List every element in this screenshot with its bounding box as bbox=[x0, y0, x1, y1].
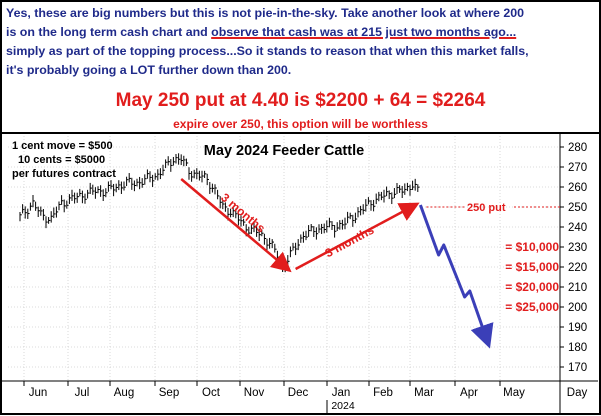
y-tick-label: 170 bbox=[568, 362, 587, 374]
time-span-arrow bbox=[180, 178, 292, 273]
x-tick-label: Jul bbox=[75, 387, 90, 399]
expiry-note: expire over 250, this option will be wor… bbox=[173, 117, 428, 131]
y-tick-label: 270 bbox=[568, 162, 587, 174]
time-span-label: 3 months bbox=[218, 190, 268, 235]
contract-value-note: 10 cents = $5000 bbox=[18, 154, 105, 166]
payoff-label: = $20,000 bbox=[505, 280, 559, 294]
y-tick-label: 260 bbox=[568, 182, 587, 194]
payoff-label: = $15,000 bbox=[505, 260, 559, 274]
commentary-line-2: is on the long term cash chart and obser… bbox=[6, 25, 516, 39]
x-tick-label: May bbox=[503, 387, 525, 399]
x-tick-label: Jun bbox=[29, 387, 48, 399]
header-border bbox=[0, 0, 601, 134]
x-tick-label: Jan bbox=[332, 387, 351, 399]
chart-title: May 2024 Feeder Cattle bbox=[204, 143, 364, 159]
contract-value-note: 1 cent move = $500 bbox=[12, 140, 113, 152]
y-tick-label: 280 bbox=[568, 142, 587, 154]
x-tick-label: Nov bbox=[244, 387, 265, 399]
time-span-label: 3 months bbox=[323, 223, 377, 261]
x-tick-label: Apr bbox=[460, 387, 478, 399]
x-tick-label: Oct bbox=[202, 387, 221, 399]
y-tick-label: 240 bbox=[568, 222, 587, 234]
x-tick-label: Feb bbox=[373, 387, 393, 399]
x-tick-label: Dec bbox=[288, 387, 309, 399]
payoff-label: = $10,000 bbox=[505, 240, 559, 254]
y-tick-label: 220 bbox=[568, 262, 587, 274]
time-span-arrow bbox=[295, 202, 420, 271]
commentary-line-2-underlined: observe that cash was at 215 just two mo… bbox=[211, 25, 517, 39]
y-tick-label: 250 bbox=[568, 202, 587, 214]
x-tick-label: Mar bbox=[414, 387, 434, 399]
commentary-line-1: Yes, these are big numbers but this is n… bbox=[6, 6, 525, 20]
projected-decline-arrow bbox=[418, 204, 494, 349]
payoff-label: = $25,000 bbox=[505, 300, 559, 314]
commentary-line-3: simply as part of the topping process...… bbox=[6, 44, 529, 58]
x-tick-label: Sep bbox=[159, 387, 179, 399]
y-tick-label: 180 bbox=[568, 342, 587, 354]
y-tick-label: 200 bbox=[568, 302, 587, 314]
y-tick-label: 190 bbox=[568, 322, 587, 334]
strike-label: 250 put bbox=[467, 202, 506, 214]
option-cost-headline: May 250 put at 4.40 is $2200 + 64 = $226… bbox=[115, 90, 486, 111]
x-tick-label: Aug bbox=[114, 387, 134, 399]
commentary-line-4: it's probably going a LOT further down t… bbox=[6, 63, 292, 77]
y-tick-label: 210 bbox=[568, 282, 587, 294]
year-label: 2024 bbox=[331, 400, 355, 412]
commentary-line-2-start: is on the long term cash chart and bbox=[6, 25, 212, 39]
contract-value-note: per futures contract bbox=[12, 168, 116, 180]
chart-border bbox=[0, 132, 601, 415]
y-tick-label: 230 bbox=[568, 242, 587, 254]
x-tick-label: Day bbox=[567, 387, 588, 399]
